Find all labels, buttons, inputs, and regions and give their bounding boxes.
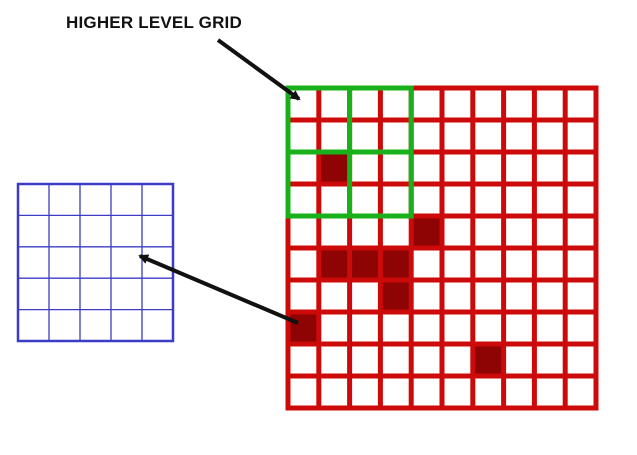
dark-cell-r2-c1 (318, 152, 350, 184)
arrow-to-higher-level-grid (216, 38, 301, 101)
dark-cell-r4-c4 (411, 216, 442, 248)
blue-grid-border (16, 182, 175, 343)
dark-cell-r6-c3 (380, 280, 412, 312)
dark-cell-r7-c0 (288, 312, 319, 344)
arrows (138, 38, 301, 325)
arrow-to-blue-grid (138, 254, 299, 325)
dark-cell-r5-c3 (380, 248, 412, 280)
dark-cell-r8-c6 (472, 344, 504, 376)
red-fine-grid (285, 85, 599, 411)
dark-cell-r5-c2 (349, 248, 381, 280)
higher-level-grid-label: HIGHER LEVEL GRID (66, 13, 242, 32)
dark-cell-r5-c1 (318, 248, 350, 280)
green-higher-level-grid (285, 85, 414, 219)
blue-zoomed-cell-grid (16, 182, 175, 343)
